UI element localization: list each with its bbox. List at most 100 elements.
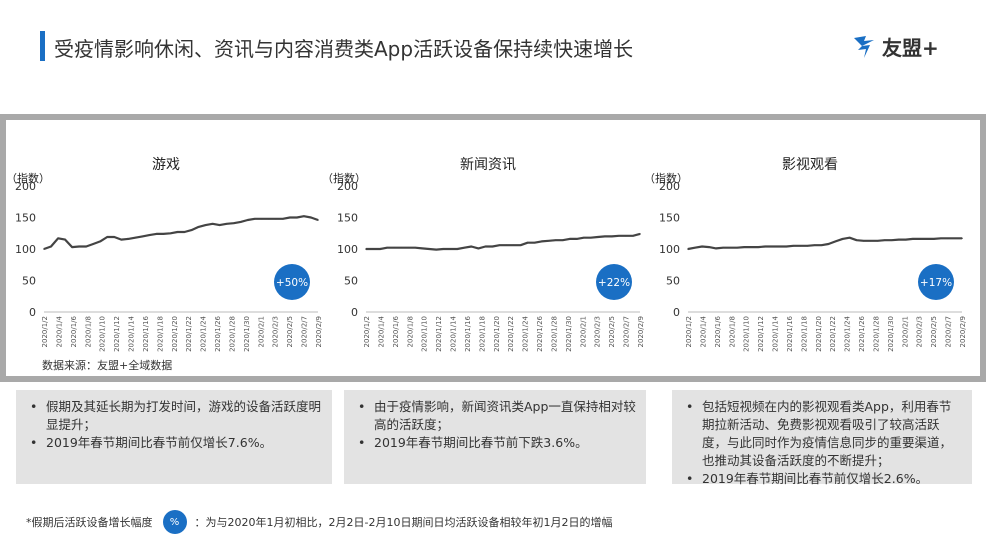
umeng-logo: 友盟+ <box>852 30 939 62</box>
data-point <box>547 240 550 242</box>
data-point <box>604 235 606 238</box>
data-point <box>632 235 634 237</box>
data-point <box>197 226 200 228</box>
data-point <box>190 229 193 231</box>
data-point <box>701 245 703 248</box>
note-box-video: 包括短视频在内的影视观看类App，利用春节期拉新活动、免费影视观看吸引了较高活跃… <box>672 390 972 488</box>
data-point <box>736 246 738 249</box>
x-tick-label: 2020/1/24 <box>522 315 530 351</box>
data-point <box>869 240 872 242</box>
x-tick-label: 2020/2/5 <box>286 316 294 347</box>
y-tick-label: 100 <box>15 243 36 256</box>
data-point <box>275 218 277 220</box>
x-tick-label: 2020/1/26 <box>536 315 544 351</box>
chart-panel-news: 新闻资讯 （指数） 200 150 100 50 0 2020/1/2 2020/1/4 20… <box>322 120 648 376</box>
data-point <box>526 241 529 244</box>
data-point <box>561 239 564 241</box>
data-point <box>386 246 388 249</box>
data-point <box>282 218 284 220</box>
data-point <box>883 239 886 241</box>
x-tick-label: 2020/1/14 <box>128 315 136 351</box>
data-point <box>834 240 837 243</box>
data-point <box>268 218 270 220</box>
x-tick-label: 2020/1/14 <box>772 315 780 351</box>
data-point <box>310 216 312 219</box>
note-box-games: 假期及其延长期为打发时间，游戏的设备活跃度明显提升； 2019年春节期间比春节前… <box>16 390 332 484</box>
data-point <box>954 237 956 240</box>
data-point <box>442 248 445 250</box>
data-point <box>771 245 774 248</box>
data-point <box>204 224 207 226</box>
x-tick-label: 2020/1/24 <box>200 315 208 351</box>
chart-frame: 游戏 （指数） 200 150 100 50 0 2020/1/2 2020/1/4 2020… <box>0 114 986 382</box>
data-point <box>841 238 844 240</box>
data-point <box>961 237 963 240</box>
x-tick-label: 2020/1/4 <box>377 315 385 347</box>
data-point <box>576 238 578 240</box>
data-point <box>414 246 416 249</box>
data-point <box>296 216 298 219</box>
data-point <box>625 235 627 237</box>
data-point <box>590 236 592 239</box>
note-item: 由于疫情影响，新闻资讯类App一直保持相对较高的活跃度； <box>358 398 636 434</box>
data-point <box>78 245 80 248</box>
data-source: 数据来源：友盟+全域数据 <box>42 359 173 372</box>
data-point <box>926 238 928 240</box>
x-tick-label: 2020/1/4 <box>55 315 63 347</box>
chart-panel-video: 影视观看 （指数） 200 150 100 50 0 2020/1/2 2020/1/4 20… <box>644 120 970 376</box>
x-tick-label: 2020/2/3 <box>916 316 924 347</box>
data-point <box>498 244 501 246</box>
data-point <box>898 238 900 241</box>
x-tick-label: 2020/2/9 <box>637 316 645 347</box>
percent-badge: % <box>162 510 187 534</box>
data-point <box>393 246 395 249</box>
y-tick-label: 200 <box>659 180 680 193</box>
data-point <box>85 245 87 248</box>
data-point <box>449 248 452 250</box>
growth-badge-label: +22% <box>598 277 630 289</box>
y-tick-label: 150 <box>659 212 680 225</box>
x-tick-label: 2020/1/20 <box>171 316 179 352</box>
x-tick-label: 2020/2/3 <box>594 316 602 347</box>
x-tick-label: 2020/1/6 <box>392 315 400 347</box>
data-point <box>484 245 487 248</box>
data-point <box>512 244 515 246</box>
data-point <box>317 219 319 221</box>
data-point <box>597 236 599 238</box>
data-point <box>463 246 466 249</box>
note-item: 2019年春节期间比春节前下跌3.6%。 <box>358 434 636 452</box>
note-item: 包括短视频在内的影视观看类App，利用春节期拉新活动、免费影视观看吸引了较高活跃… <box>686 398 962 470</box>
data-point <box>855 239 858 241</box>
data-point <box>254 218 256 220</box>
footnote-text: ：为与2020年1月初相比，2月2日-2月10日期间日均活跃设备相较年初1月2日… <box>194 516 613 529</box>
growth-badge-label: +50% <box>276 277 308 289</box>
data-point <box>715 247 717 250</box>
x-tick-label: 2020/2/7 <box>945 316 953 347</box>
data-point <box>169 232 172 235</box>
y-tick-label: 100 <box>337 243 358 256</box>
x-tick-label: 2020/2/1 <box>257 316 265 347</box>
x-tick-label: 2020/2/1 <box>901 316 909 347</box>
x-tick-label: 2020/1/30 <box>565 316 573 352</box>
data-point <box>120 238 123 241</box>
x-tick-label: 2020/1/28 <box>550 316 558 352</box>
x-tick-label: 2020/1/28 <box>228 316 236 352</box>
chart-panel-games: 游戏 （指数） 200 150 100 50 0 2020/1/2 2020/1/4 2020… <box>6 120 326 376</box>
line-chart-games: 200 150 100 50 0 2020/1/2 2020/1/4 2020/1/6 2020… <box>15 180 323 352</box>
data-point <box>183 231 186 233</box>
data-point <box>792 245 795 247</box>
data-point <box>785 245 788 248</box>
x-tick-label: 2020/1/12 <box>757 316 765 352</box>
data-point <box>57 237 59 240</box>
data-point <box>162 233 165 235</box>
data-point <box>400 246 402 249</box>
y-tick-label: 50 <box>666 275 680 288</box>
data-point <box>218 224 221 226</box>
data-point <box>639 233 641 235</box>
y-axis-unit: （指数） <box>644 172 688 185</box>
x-tick-label: 2020/1/30 <box>243 316 251 352</box>
x-tick-label: 2020/1/18 <box>800 316 808 352</box>
data-point <box>764 245 767 248</box>
data-point <box>127 238 130 240</box>
data-point <box>289 216 291 219</box>
